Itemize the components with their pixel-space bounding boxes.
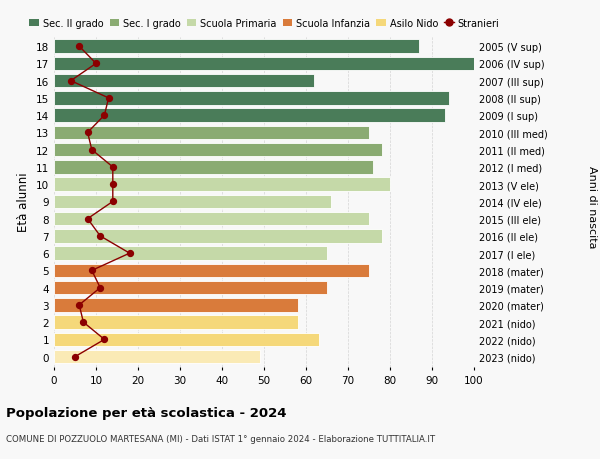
Point — [66, 78, 76, 85]
Point — [83, 215, 92, 223]
Text: Popolazione per età scolastica - 2024: Popolazione per età scolastica - 2024 — [6, 406, 287, 419]
Point — [108, 164, 118, 171]
Bar — [54, 247, 327, 260]
Y-axis label: Età alunni: Età alunni — [17, 172, 31, 232]
Text: COMUNE DI POZZUOLO MARTESANA (MI) - Dati ISTAT 1° gennaio 2024 - Elaborazione TU: COMUNE DI POZZUOLO MARTESANA (MI) - Dati… — [6, 434, 435, 443]
Point — [74, 44, 84, 51]
Bar — [54, 230, 382, 243]
Bar — [54, 298, 298, 312]
Point — [74, 302, 84, 309]
Point — [100, 112, 109, 120]
Point — [108, 181, 118, 188]
Bar — [54, 92, 449, 106]
Bar — [54, 75, 314, 88]
Bar — [54, 213, 369, 226]
Legend: Sec. II grado, Sec. I grado, Scuola Primaria, Scuola Infanzia, Asilo Nido, Stran: Sec. II grado, Sec. I grado, Scuola Prim… — [29, 18, 499, 28]
Bar — [54, 264, 369, 278]
Point — [79, 319, 88, 326]
Point — [95, 233, 105, 240]
Bar — [54, 195, 331, 209]
Point — [83, 129, 92, 137]
Text: Anni di nascita: Anni di nascita — [587, 165, 597, 248]
Point — [125, 250, 134, 257]
Bar — [54, 316, 298, 329]
Bar — [54, 57, 474, 71]
Point — [100, 336, 109, 343]
Bar — [54, 333, 319, 347]
Bar — [54, 144, 382, 157]
Point — [91, 61, 101, 68]
Point — [87, 267, 97, 274]
Bar — [54, 40, 419, 54]
Point — [104, 95, 113, 102]
Bar — [54, 281, 327, 295]
Bar — [54, 178, 390, 191]
Point — [70, 353, 80, 361]
Bar — [54, 126, 369, 140]
Point — [95, 284, 105, 292]
Bar — [54, 161, 373, 174]
Bar — [54, 350, 260, 364]
Point — [87, 147, 97, 154]
Point — [108, 198, 118, 206]
Bar — [54, 109, 445, 123]
